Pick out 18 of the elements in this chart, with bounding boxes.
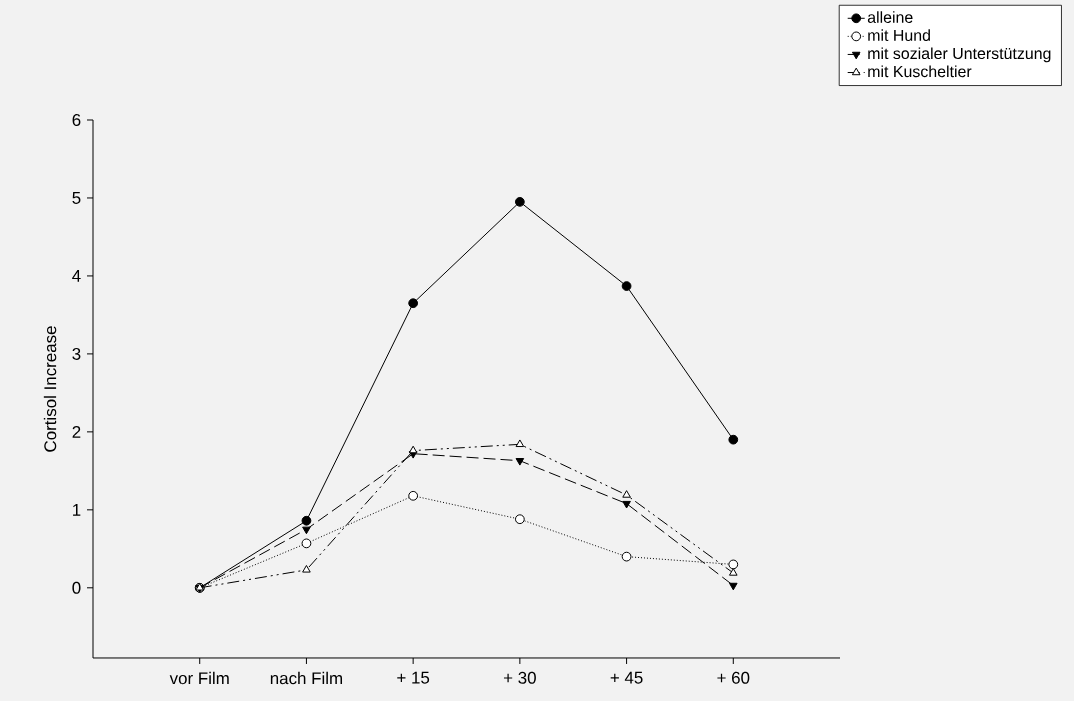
y-axis-title: Cortisol Increase — [43, 326, 57, 452]
x-tick-label: + 30 — [503, 671, 536, 684]
x-tick-label: vor Film — [169, 671, 229, 685]
x-tick-label: + 60 — [717, 671, 750, 684]
y-tick-label: 4 — [72, 270, 81, 282]
y-tick-label: 3 — [72, 347, 81, 360]
legend-label: alleine — [867, 11, 913, 23]
x-tick-label: nach Film — [270, 671, 343, 685]
y-tick-label: 2 — [72, 425, 81, 438]
y-tick-label: 5 — [72, 192, 81, 204]
y-tick-label: 0 — [72, 581, 81, 594]
y-tick-label: 6 — [72, 113, 81, 126]
x-tick-label: + 45 — [610, 671, 643, 684]
y-tick-label: 1 — [73, 504, 81, 516]
legend-label: mit Hund — [868, 29, 930, 42]
legend-label: mit sozialer Unterstützung — [868, 47, 1051, 63]
x-tick-label: + 15 — [397, 671, 430, 684]
legend-label: mit Kuscheltier — [868, 65, 972, 78]
